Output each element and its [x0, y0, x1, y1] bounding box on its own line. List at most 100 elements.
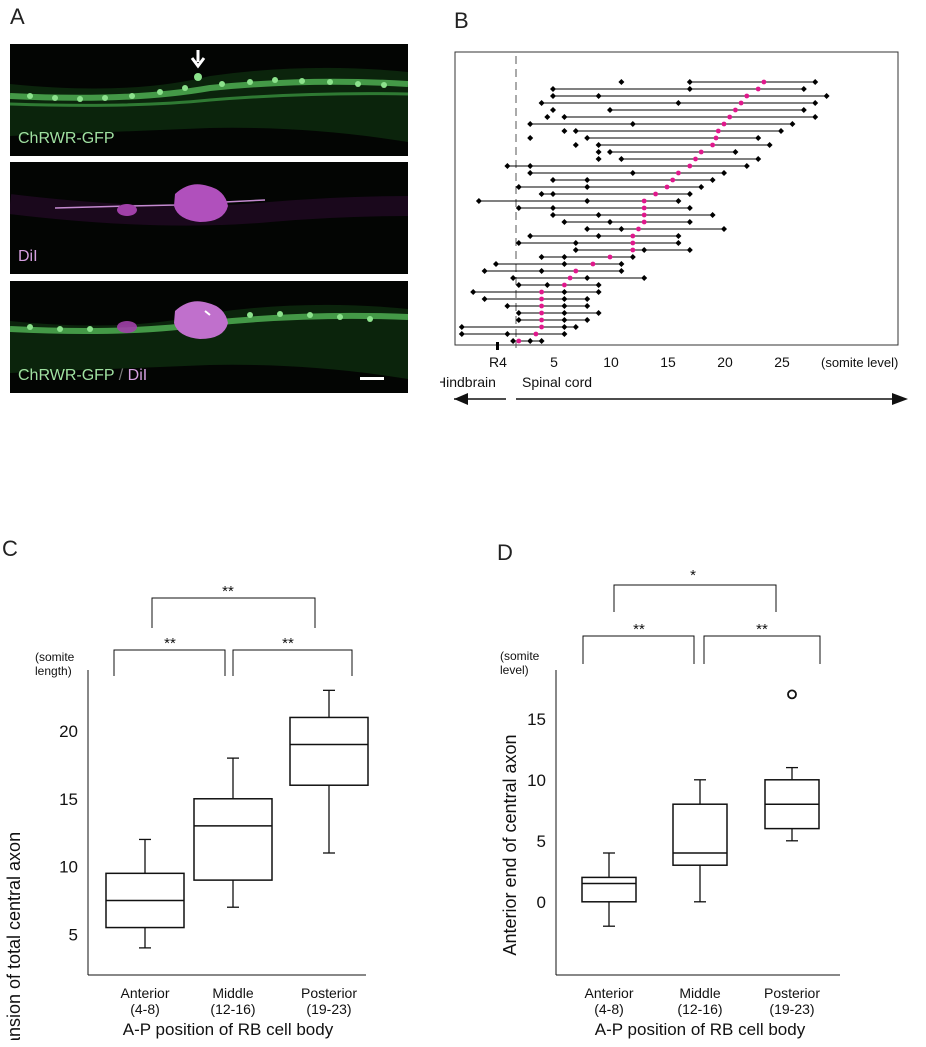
d-category-name: Middle [679, 985, 720, 1001]
c-box-0 [105, 838, 185, 949]
axon-endpoint-marker [538, 254, 545, 260]
axon-endpoint-marker [527, 233, 534, 239]
axon-endpoint-marker [812, 100, 819, 106]
cell-body-marker [715, 128, 721, 134]
axon-endpoint-marker [618, 156, 625, 162]
cell-body-marker [590, 261, 596, 267]
d-categories: Anterior(4-8) Middle(12-16) Posterior(19-2… [584, 985, 820, 1017]
axon-endpoint-marker [515, 205, 522, 211]
axon-endpoint-marker [584, 275, 591, 281]
d-box-1 [672, 779, 728, 903]
cell-body-marker [630, 247, 636, 253]
c-y-unit-line1: (somite [35, 650, 75, 664]
axon-range-chart: R4 5 10 15 20 25 (somite level) Hindbrain Spi… [440, 51, 908, 405]
c-y-tick-label: 5 [69, 925, 78, 944]
d-significance-brackets [582, 584, 821, 664]
axon-endpoint-marker [721, 170, 727, 176]
axon-endpoint-marker [538, 338, 545, 344]
axon-endpoint-marker [675, 100, 682, 106]
cell-body-marker [653, 191, 658, 197]
iqr-box [289, 716, 369, 786]
axon-endpoint-marker [561, 261, 568, 267]
axon-endpoint-marker [561, 254, 568, 260]
axon-endpoint-marker [732, 149, 739, 155]
cell-body-marker [539, 317, 544, 323]
c-sig-middle-posterior: ** [282, 635, 294, 652]
cell-body-marker [630, 233, 636, 239]
cell-body-marker [744, 93, 750, 99]
d-box-2 [764, 689, 820, 842]
iqr-box [193, 798, 273, 881]
axon-endpoint-marker [686, 219, 693, 225]
d-y-unit-line1: (somite [500, 649, 540, 663]
axon-endpoint-marker [544, 282, 551, 288]
axon-endpoint-marker [766, 142, 773, 148]
cell-body-marker [676, 170, 681, 176]
axon-endpoint-marker [641, 247, 648, 253]
axon-endpoint-marker [595, 156, 602, 162]
axon-endpoint-marker [584, 135, 591, 141]
axon-endpoint-marker [686, 191, 693, 197]
axon-endpoint-marker [515, 282, 522, 288]
axon-endpoint-marker [595, 149, 602, 155]
axon-endpoint-marker [550, 212, 556, 218]
c-significance-brackets [113, 597, 353, 676]
axon-endpoint-marker [675, 233, 682, 239]
axon-endpoint-marker [561, 324, 568, 330]
d-category-range: (4-8) [594, 1001, 624, 1017]
iqr-box [672, 803, 728, 866]
axon-endpoint-marker [584, 303, 591, 309]
axon-endpoint-marker [823, 93, 830, 99]
axon-endpoint-marker [595, 142, 602, 148]
label-chrwr-gfp: ChRWR-GFP [18, 130, 115, 147]
axon-endpoint-marker [709, 177, 716, 183]
cell-body-marker [727, 114, 733, 120]
axon-endpoint-marker [504, 163, 511, 169]
d-box-0 [581, 852, 637, 927]
x-tick-label: 5 [550, 354, 558, 370]
axon-endpoint-marker [538, 100, 545, 106]
axon-endpoint-marker [572, 128, 579, 134]
axon-endpoint-marker [527, 338, 534, 344]
chart-b-frame [454, 51, 899, 346]
axon-endpoint-marker [515, 184, 522, 190]
cell-body-marker [733, 107, 738, 113]
cell-body-marker [533, 331, 539, 337]
cell-body-marker [664, 184, 670, 190]
c-category-name: Anterior [120, 985, 169, 1001]
axon-endpoint-marker [584, 177, 591, 183]
c-category-name: Middle [212, 985, 253, 1001]
axon-endpoint-marker [481, 296, 488, 302]
cell-body-marker [636, 226, 641, 232]
axon-endpoint-marker [607, 149, 613, 155]
micro-gfp-image: ChRWR-GFP [10, 44, 408, 156]
scale-bar [360, 377, 384, 380]
axon-endpoint-marker [607, 219, 613, 225]
axon-endpoint-marker [544, 114, 551, 120]
cell-body-marker [670, 177, 676, 183]
label-merge-gfp: ChRWR-GFP [18, 367, 115, 384]
c-y-tick-label: 10 [59, 858, 78, 877]
axon-endpoint-marker [675, 240, 682, 246]
d-y-ticks: 0 5 10 15 [527, 710, 546, 912]
d-category-name: Anterior [584, 985, 633, 1001]
axon-endpoint-marker [572, 240, 579, 246]
axon-endpoint-marker [561, 219, 568, 225]
c-x-axis-label: A-P position of RB cell body [123, 1020, 334, 1039]
d-category-name: Posterior [764, 985, 820, 1001]
cell-body-marker [539, 303, 544, 309]
cell-body-marker [698, 149, 704, 155]
x-unit-label: (somite level) [821, 355, 898, 370]
axon-endpoint-marker [686, 86, 693, 92]
d-y-tick-label: 10 [527, 771, 546, 790]
axon-endpoint-marker [595, 289, 602, 295]
label-merge: ChRWR-GFP / DiI [18, 367, 147, 385]
axon-endpoint-marker [510, 275, 517, 281]
d-category-range: (19-23) [769, 1001, 814, 1017]
axon-endpoint-marker [550, 177, 556, 183]
axon-endpoint-marker [595, 212, 602, 218]
axon-endpoint-marker [470, 289, 477, 295]
d-x-axis-label: A-P position of RB cell body [595, 1020, 806, 1039]
axon-endpoint-marker [686, 79, 693, 85]
axon-endpoint-marker [800, 86, 807, 92]
